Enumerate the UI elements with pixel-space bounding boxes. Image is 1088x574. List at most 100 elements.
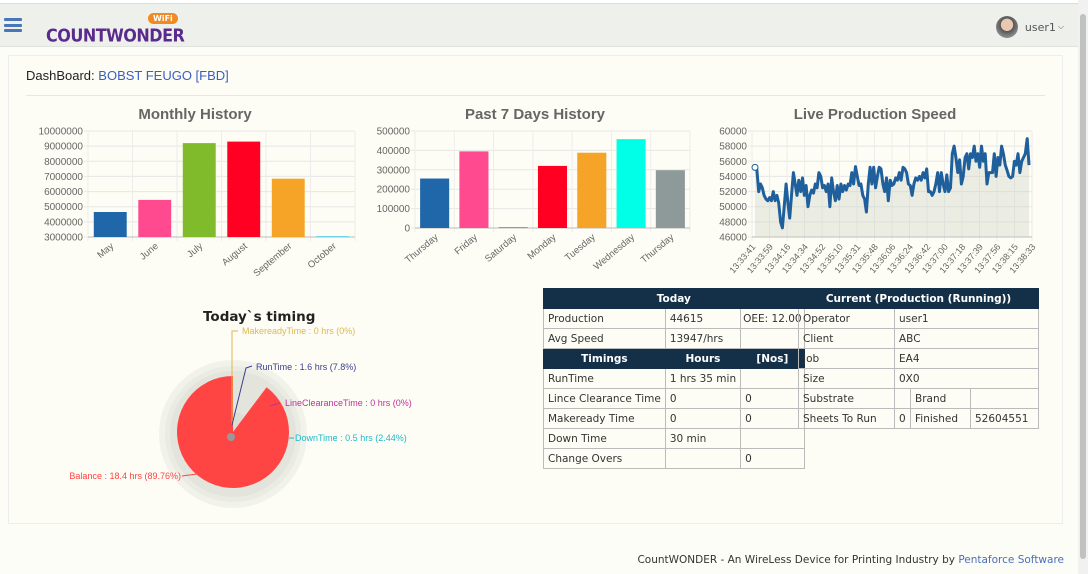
live-first-point: [751, 163, 759, 171]
cell: [894, 388, 911, 409]
monthly-xtick-label: June: [138, 241, 161, 263]
weekly-ytick-label: 200000: [377, 185, 411, 196]
cell: 44615: [664, 308, 742, 329]
table-row: Makeready Time 0 0: [543, 408, 805, 429]
cell: Down Time: [543, 428, 666, 449]
monthly-ytick-label: 3000000: [44, 233, 83, 244]
weekly-bar: [459, 151, 489, 228]
logo[interactable]: COUNTWONDER: [46, 25, 185, 46]
pie-label-MakereadyTime: MakereadyTime : 0 hrs (0%): [242, 326, 355, 336]
weekly-xtick-label: Monday: [525, 232, 558, 262]
pie-leader-RunTime: [231, 365, 253, 426]
hamburger-menu-icon[interactable]: [4, 18, 22, 32]
table-row: Lince Clearance Time 0 0: [543, 388, 805, 409]
cell: 0X0: [894, 368, 1039, 389]
divider: [26, 95, 1045, 96]
monthly-ytick-label: 7000000: [44, 172, 83, 183]
cell: 52604551: [970, 408, 1039, 429]
weekly-xtick-label: Thursday: [639, 232, 677, 266]
current-production-table: Current (Production (Running)) Operator u…: [798, 288, 1039, 429]
cell: Brand: [910, 388, 971, 409]
cell: [664, 448, 742, 469]
cell: [970, 388, 1039, 409]
column-header: [Nos]: [740, 348, 805, 369]
weekly-bar: [420, 178, 450, 228]
pie-label-DownTime: DownTime : 0.5 hrs (2.44%): [295, 433, 407, 443]
today-table: Today Production 44615 OEE: 12.00 Avg Spee…: [543, 288, 805, 469]
weekly-xtick-label: Saturday: [483, 232, 519, 265]
pie-center: [227, 433, 235, 441]
user-menu[interactable]: user1 ⌵: [995, 16, 1064, 38]
table-row: Change Overs 0: [543, 448, 805, 469]
machine-name[interactable]: BOBST FEUGO [FBD]: [98, 68, 229, 83]
column-header: Timings: [543, 348, 666, 369]
live-ytick-label: 52000: [719, 187, 747, 198]
weekly-ytick-label: 500000: [377, 127, 411, 138]
weekly-xtick-label: Wednesday: [592, 232, 638, 273]
monthly-bar: [271, 178, 305, 237]
weekly-bar: [498, 227, 528, 228]
cell: 0: [894, 408, 911, 429]
table-row: Production 44615 OEE: 12.00: [543, 308, 805, 329]
live-ytick-label: 46000: [719, 233, 747, 244]
pie-label-Balance: Balance : 18.4 hrs (89.76%): [69, 471, 181, 481]
live-speed-title: Live Production Speed: [793, 106, 957, 123]
cell: [740, 428, 805, 449]
pie-label-LineClearanceTime: LineClearanceTime : 0 hrs (0%): [285, 398, 412, 408]
cell: RunTime: [543, 368, 666, 389]
logo-wifi-badge: WiFi: [148, 13, 178, 24]
cell: Sheets To Run: [798, 408, 895, 429]
column-header: Hours: [664, 348, 742, 369]
cell: Production: [543, 308, 666, 329]
live-ytick-label: 54000: [719, 172, 747, 183]
live-ytick-label: 60000: [719, 127, 747, 138]
monthly-xtick-label: July: [185, 241, 205, 260]
monthly-ytick-label: 9000000: [44, 142, 83, 153]
header: COUNTWONDER WiFi user1 ⌵: [0, 4, 1078, 47]
pie-slice-DownTime: [233, 414, 245, 432]
pie-label-RunTime: RunTime : 1.6 hrs (7.8%): [256, 362, 356, 372]
live-ytick-label: 48000: [719, 217, 747, 228]
cell: Avg Speed: [543, 328, 666, 349]
cell: Substrate: [798, 388, 895, 409]
table-row: Client ABC: [798, 328, 1039, 349]
pie-leader-LineClearanceTime: [269, 402, 281, 407]
live-area: [755, 138, 1029, 237]
cell: 0: [740, 388, 805, 409]
weekly-ytick-label: 0: [404, 224, 410, 235]
past-7-days-title: Past 7 Days History: [464, 106, 606, 123]
table-row: Operator user1: [798, 308, 1039, 329]
scrollbar-thumb[interactable]: [1080, 14, 1086, 559]
weekly-xtick-label: Tuesday: [563, 232, 598, 264]
scrollbar[interactable]: [1078, 0, 1088, 574]
cell: Operator: [798, 308, 895, 329]
pie-leader-Balance: [181, 473, 198, 477]
footer-text: CountWONDER - An WireLess Device for Pri…: [637, 554, 959, 566]
cell: Job: [798, 348, 895, 369]
table-row: Job EA4: [798, 348, 1039, 369]
cell: 1 hrs 35 min: [664, 368, 742, 389]
monthly-bar: [182, 143, 216, 237]
cell: [740, 368, 805, 389]
todays-timing-title: Today`s timing: [203, 309, 316, 325]
pentaforce-link[interactable]: Pentaforce Software: [958, 554, 1064, 566]
cell: Size: [798, 368, 895, 389]
cell: [740, 328, 805, 349]
monthly-bar: [138, 199, 172, 237]
live-line: [754, 137, 1031, 230]
table-row: RunTime 1 hrs 35 min: [543, 368, 805, 389]
weekly-ytick-label: 100000: [377, 204, 411, 215]
cell: 0: [740, 448, 805, 469]
table-row: Substrate Brand: [798, 388, 1039, 409]
monthly-xtick-label: August: [220, 241, 250, 269]
weekly-xtick-label: Friday: [453, 232, 480, 258]
user-name: user1: [1024, 20, 1056, 34]
monthly-ytick-label: 6000000: [44, 187, 83, 198]
weekly-ytick-label: 300000: [377, 165, 411, 176]
today-table-title: Today: [543, 288, 805, 309]
cell: Lince Clearance Time: [543, 388, 666, 409]
cell: 30 min: [664, 428, 742, 449]
monthly-ytick-label: 8000000: [44, 157, 83, 168]
table-row: Avg Speed 13947/hrs: [543, 328, 805, 349]
